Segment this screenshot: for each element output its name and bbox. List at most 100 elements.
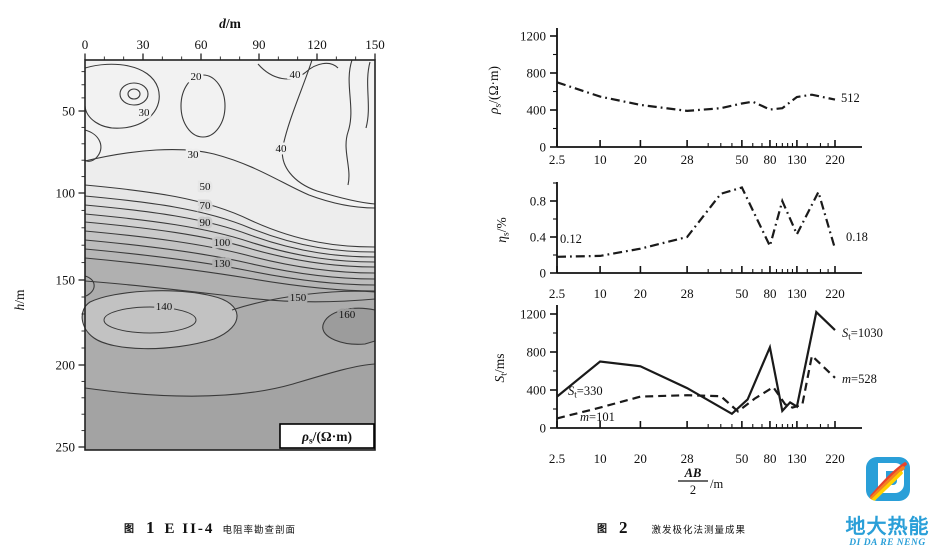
y-tick-label: 400 [527, 103, 547, 118]
contour-y-axis-title: h/m [12, 289, 27, 311]
x-axis-label: AB 2/m [678, 466, 723, 497]
y-axis-label: ρs/(Ω·m) [486, 66, 504, 115]
contour-axes [78, 53, 376, 448]
y-tick-label: 50 [62, 104, 75, 119]
x-tick-label: 90 [253, 37, 266, 52]
logo-latin-name: DI DA RE NENG [849, 538, 926, 548]
logo-chinese-name: 地大热能 [845, 516, 930, 538]
contour-label: 130 [214, 258, 231, 270]
y-tick-label: 0.8 [530, 194, 546, 209]
contour-label: 90 [200, 217, 212, 229]
series-rho [556, 81, 836, 113]
contour-unit-label: ρs/(Ω·m) [301, 429, 352, 447]
x-tick-label: 28 [681, 451, 694, 466]
y-tick-label: 800 [527, 66, 547, 81]
y-tick-label: 100 [56, 186, 76, 201]
x-tick-label: 2.5 [549, 451, 565, 466]
x-tick-label: 130 [787, 286, 807, 301]
y-tick-label: 200 [56, 358, 76, 373]
figure1-caption-prefix: 图 [124, 524, 134, 535]
x-tick-label: 80 [763, 286, 776, 301]
contour-unit-box: ρs/(Ω·m) [279, 423, 375, 449]
didareneng-logo-icon [865, 457, 910, 501]
x-tick-label: 130 [787, 451, 807, 466]
x-tick-label: 50 [735, 152, 748, 167]
x-tick-label: 50 [735, 286, 748, 301]
y-tick-label: 0 [540, 421, 547, 436]
series-St [556, 309, 836, 416]
contour-label: 30 [188, 149, 200, 161]
x-tick-label: 220 [825, 451, 845, 466]
x-tick-label: 2.5 [549, 286, 565, 301]
contour-x-axis-title: d/m [219, 16, 242, 31]
x-tick-label: 0 [82, 37, 89, 52]
chart-eta: 0 0.4 0.8 2.5 10 20 28 50 80 130 220 0.12 0.18 ηs/% [494, 182, 868, 301]
contour-plot [81, 59, 376, 451]
x-tick-label: 20 [634, 451, 647, 466]
x-tick-label: 20 [634, 286, 647, 301]
svg-text:2: 2 [690, 483, 696, 497]
x-tick-label: 60 [195, 37, 208, 52]
series-eta [556, 186, 837, 258]
contour-label: 40 [276, 143, 288, 155]
contour-label: 150 [290, 292, 307, 304]
contour-label: 20 [191, 71, 203, 83]
x-tick-label: 20 [634, 152, 647, 167]
figure2-caption-text: 激发极化法测量成果 [651, 526, 747, 536]
didareneng-logo: 地大热能 DI DA RE NENG [840, 455, 935, 548]
x-tick-label: 10 [594, 286, 607, 301]
svg-text:AB: AB [684, 466, 702, 480]
annotation: 512 [841, 91, 860, 105]
annotation: St=330 [568, 384, 603, 400]
x-tick-label: 10 [594, 451, 607, 466]
figure1-caption-number: 1 [146, 518, 155, 537]
y-tick-label: 800 [527, 345, 547, 360]
annotation: m=101 [580, 410, 615, 424]
x-tick-label: 120 [307, 37, 327, 52]
contour-label: 160 [339, 309, 356, 321]
y-tick-label: 0 [540, 266, 547, 281]
chart-st: 0 400 800 1200 2.5 10 20 28 50 80 130 220 St=330 m=10… [492, 305, 883, 497]
figure1-caption: 图 1 E II-4 电阻率勘查剖面 [124, 518, 296, 538]
y-tick-label: 0 [540, 140, 547, 155]
chart-rho: 0 400 800 1200 2.5 10 20 28 50 80 130 220 512 ρs/(Ω·m… [486, 28, 862, 167]
annotation: St=1030 [842, 326, 883, 342]
y-tick-label: 250 [56, 440, 76, 455]
figure2-caption-number: 2 [619, 518, 628, 537]
y-tick-label: 0.4 [530, 230, 547, 245]
logo-rainbow-orange [867, 466, 905, 501]
y-tick-label: 1200 [520, 29, 546, 44]
annotation: 0.18 [846, 230, 868, 244]
annotation: m=528 [842, 372, 877, 386]
figure1-caption-code: E II-4 [164, 521, 215, 537]
y-axis-label: St/ms [492, 354, 510, 383]
contour-label: 40 [290, 69, 302, 81]
x-tick-label: 2.5 [549, 152, 565, 167]
y-tick-label: 400 [527, 383, 547, 398]
series-m [556, 353, 836, 420]
figure2-caption-prefix: 图 [597, 524, 607, 535]
x-tick-label: 28 [681, 286, 694, 301]
x-tick-label: 10 [594, 152, 607, 167]
x-tick-label: 220 [825, 152, 845, 167]
y-tick-label: 1200 [520, 307, 546, 322]
contour-label: 70 [200, 200, 212, 212]
contour-label: 140 [156, 301, 173, 313]
contour-label: 30 [139, 107, 151, 119]
x-tick-label: 130 [787, 152, 807, 167]
contour-label: 100 [214, 237, 231, 249]
logo-rainbow-yellow [866, 471, 903, 501]
x-tick-label: 30 [137, 37, 150, 52]
x-tick-label: 50 [735, 451, 748, 466]
y-tick-label: 150 [56, 273, 76, 288]
x-tick-label: 150 [365, 37, 385, 52]
x-tick-label: 220 [825, 286, 845, 301]
figure1-caption-text: 电阻率勘查剖面 [222, 526, 296, 536]
x-tick-label: 80 [763, 152, 776, 167]
y-axis-label: ηs/% [494, 217, 512, 242]
contour-label: 50 [200, 181, 212, 193]
